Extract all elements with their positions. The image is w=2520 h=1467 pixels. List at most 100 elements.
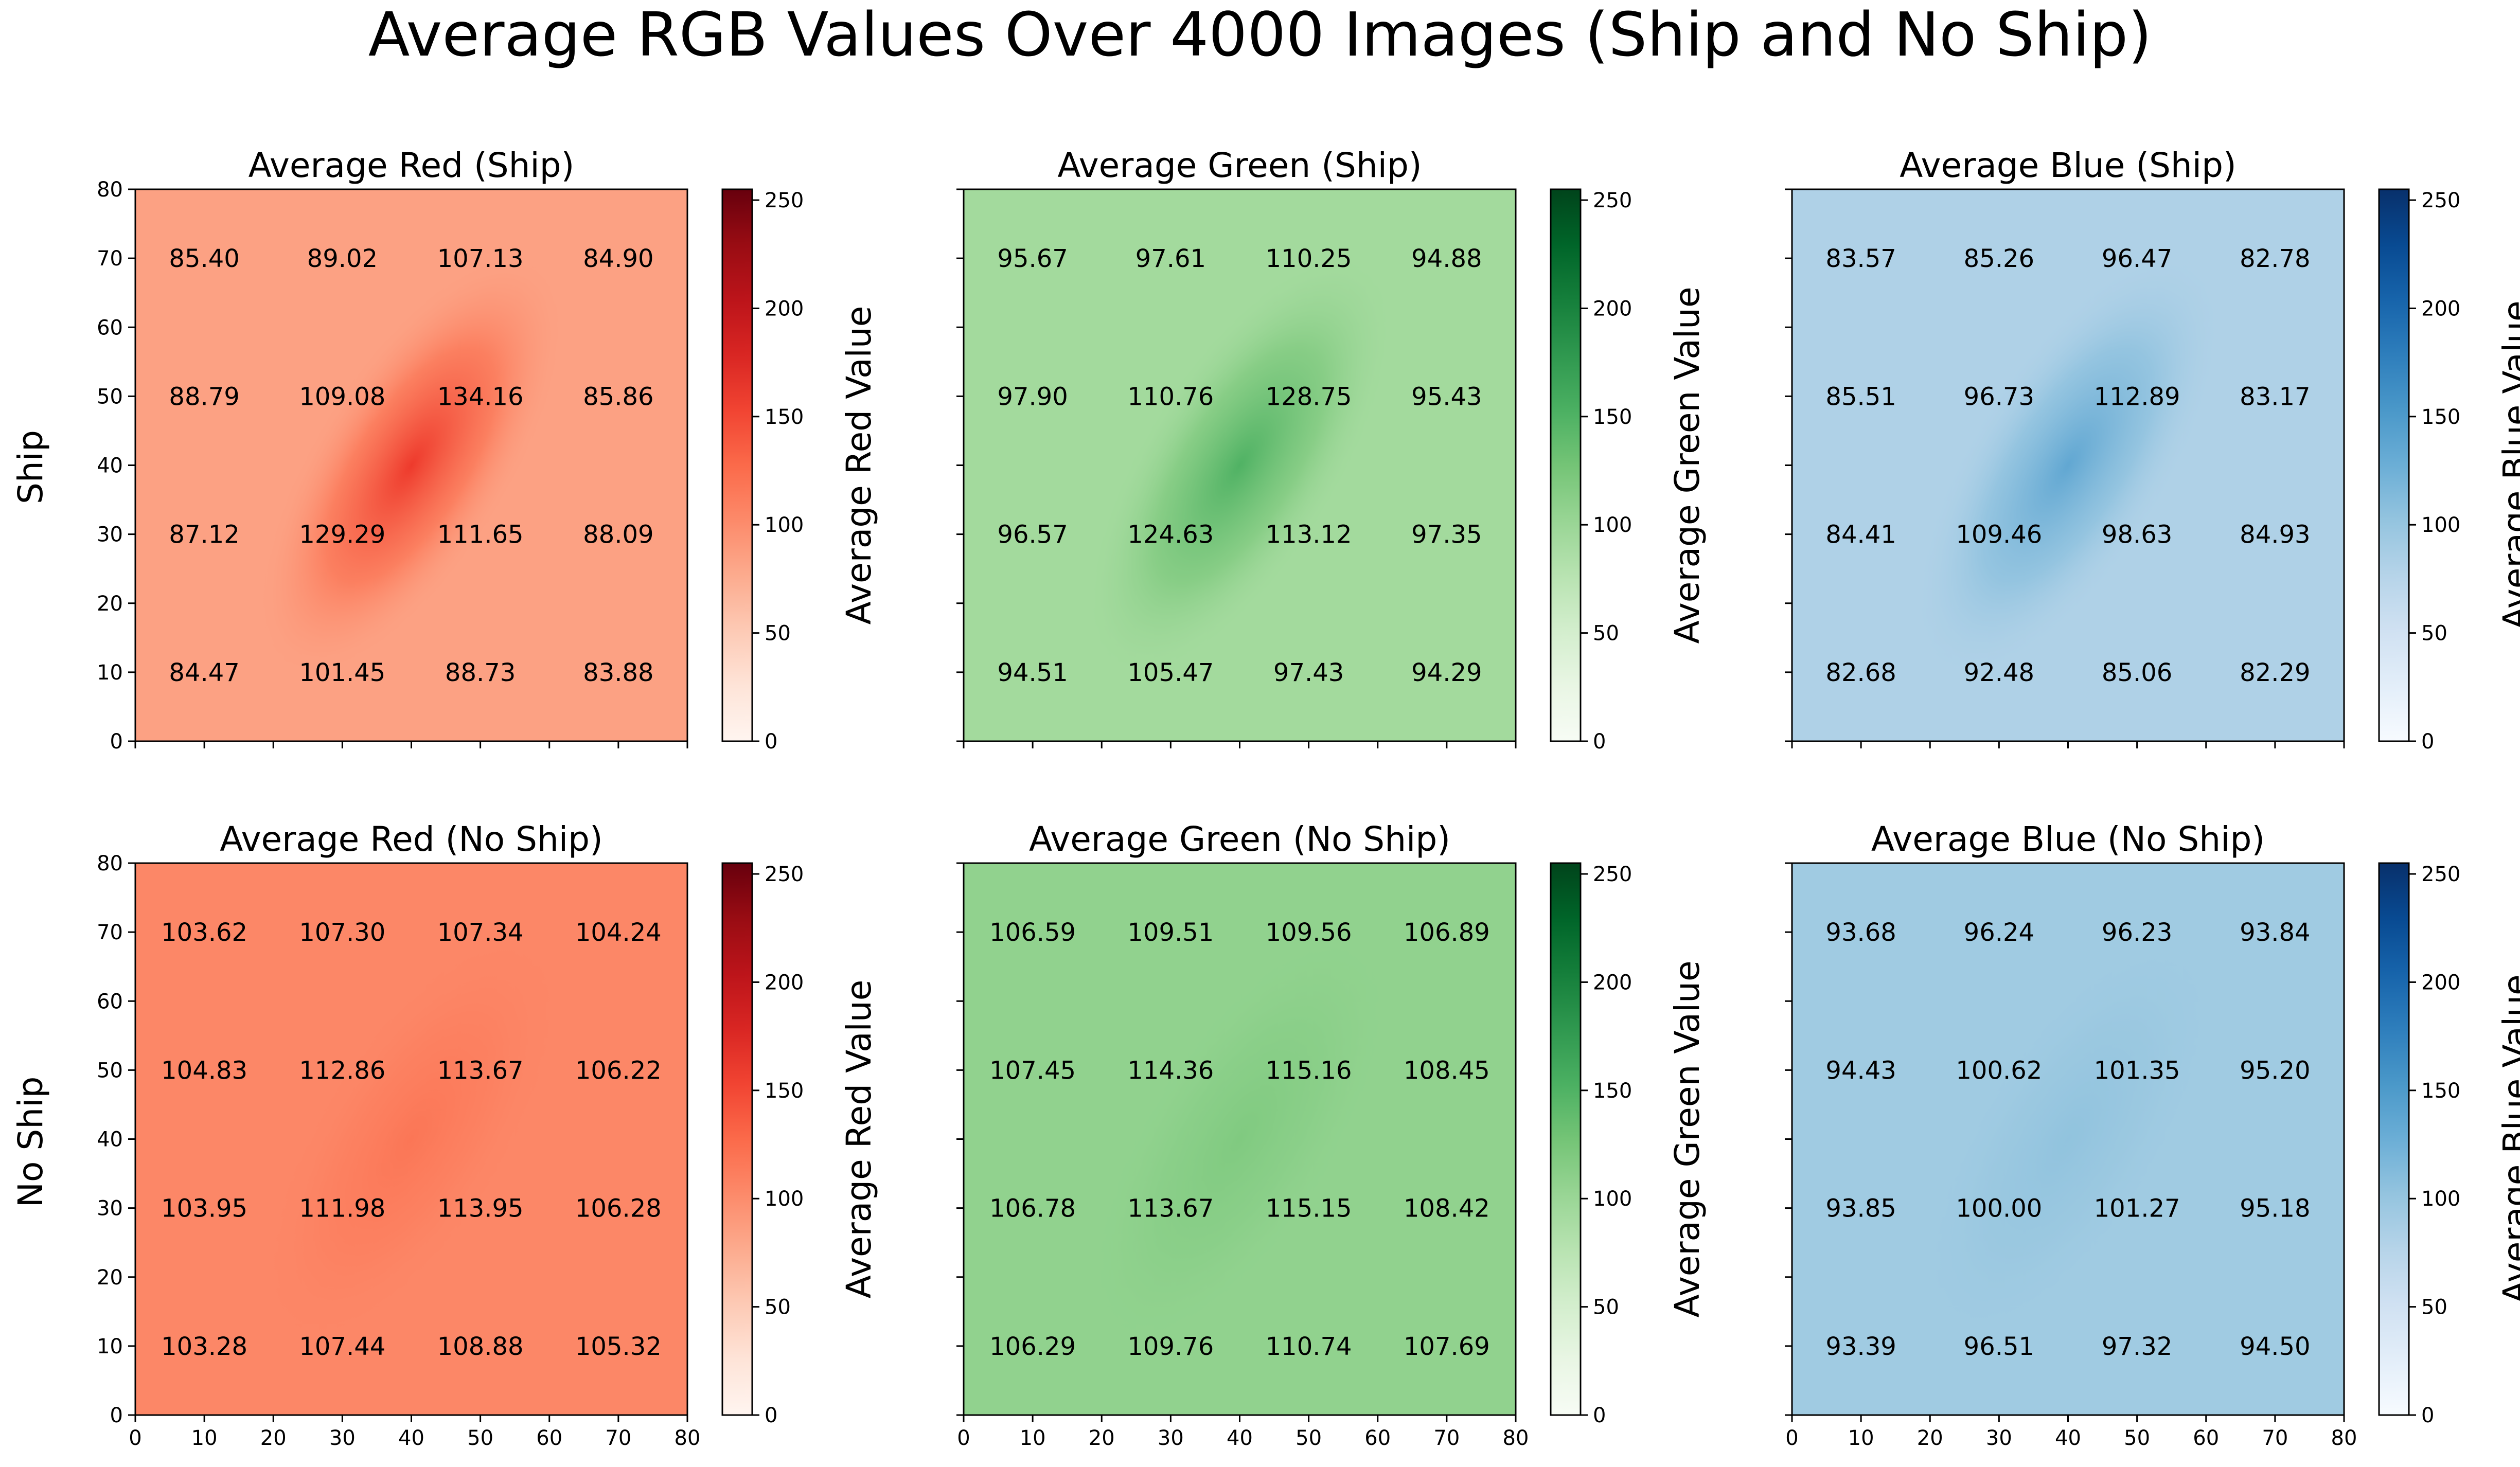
colorbar-tick-label: 250	[1593, 863, 1632, 886]
subplot-title: Average Green (Ship)	[1057, 146, 1422, 185]
row-label-no-ship: No Ship	[11, 1077, 50, 1208]
colorbar-label: Average Green Value	[1667, 287, 1707, 643]
cell-value-label: 96.57	[997, 521, 1068, 549]
cell-value-label: 109.76	[1127, 1332, 1214, 1361]
colorbar-tick-label: 100	[765, 1187, 804, 1211]
subplot-title: Average Red (No Ship)	[220, 819, 603, 859]
x-tick-label: 70	[2262, 1426, 2288, 1450]
cell-value-label: 113.12	[1266, 521, 1352, 549]
cell-value-label: 96.51	[1964, 1332, 2034, 1361]
x-tick-label: 70	[1433, 1426, 1460, 1450]
colorbar-tick-label: 250	[765, 189, 804, 212]
colorbar-tick-label: 0	[2421, 1404, 2434, 1427]
cell-value-label: 96.24	[1964, 918, 2034, 947]
cell-value-label: 106.89	[1404, 918, 1490, 947]
cell-value-label: 97.32	[2102, 1332, 2172, 1361]
subplot-title: Average Blue (Ship)	[1900, 146, 2237, 185]
cell-value-label: 93.85	[1825, 1194, 1896, 1223]
heatmap-panel-2: Average Green (Ship) 94.51 105.47 97.43 94.2…	[956, 146, 1707, 754]
heatmap-panel-3: Average Blue (Ship) 82.68 92.48 85.06 82.29 8…	[1785, 146, 2520, 754]
y-tick-label: 20	[97, 592, 123, 616]
cell-value-label: 106.29	[989, 1332, 1076, 1361]
colorbar	[2378, 862, 2410, 1416]
cell-value-label: 108.88	[437, 1332, 524, 1361]
y-tick-label: 40	[97, 1128, 123, 1152]
cell-value-label: 129.29	[299, 521, 385, 549]
colorbar	[1550, 188, 1582, 742]
cell-value-label: 95.43	[1411, 382, 1482, 411]
x-tick-label: 50	[467, 1426, 493, 1450]
cell-value-label: 105.32	[575, 1332, 662, 1361]
colorbar-tick-label: 100	[765, 513, 804, 537]
heatmap-panel-6: Average Blue (No Ship) 0 10 20 30 40 50 60 70 80 9…	[1785, 819, 2520, 1450]
colorbar-tick-label: 250	[2421, 189, 2460, 212]
cell-value-label: 112.89	[2094, 382, 2180, 411]
cell-value-label: 107.44	[299, 1332, 385, 1361]
colorbar-tick-label: 50	[1593, 622, 1619, 646]
cell-value-label: 85.86	[583, 382, 653, 411]
cell-value-label: 100.00	[1956, 1194, 2042, 1223]
cell-value-label: 83.17	[2240, 382, 2310, 411]
cell-value-label: 82.68	[1825, 658, 1896, 687]
cell-value-label: 97.43	[1273, 658, 1344, 687]
colorbar	[721, 862, 753, 1416]
x-tick-label: 30	[1158, 1426, 1184, 1450]
cell-value-label: 101.45	[299, 658, 385, 687]
cell-value-label: 110.76	[1127, 382, 1214, 411]
cell-value-label: 112.86	[299, 1056, 385, 1085]
cell-value-label: 82.78	[2240, 244, 2310, 273]
cell-value-label: 83.88	[583, 658, 653, 687]
cell-value-label: 110.25	[1266, 244, 1352, 273]
cell-value-label: 97.61	[1135, 244, 1206, 273]
cell-value-label: 96.23	[2102, 918, 2172, 947]
y-tick-label: 40	[97, 454, 123, 478]
x-tick-label: 50	[2124, 1426, 2150, 1450]
cell-value-label: 88.73	[445, 658, 516, 687]
cell-value-label: 128.75	[1266, 382, 1352, 411]
x-tick-label: 0	[1785, 1426, 1798, 1450]
cell-value-label: 106.59	[989, 918, 1076, 947]
x-tick-label: 20	[1917, 1426, 1943, 1450]
y-tick-label: 30	[97, 1197, 123, 1221]
cell-value-label: 98.63	[2102, 521, 2172, 549]
cell-value-label: 83.57	[1825, 244, 1896, 273]
cell-value-label: 103.62	[161, 918, 247, 947]
cell-value-label: 109.56	[1266, 918, 1352, 947]
cell-value-label: 107.34	[437, 918, 524, 947]
cell-value-label: 115.16	[1266, 1056, 1352, 1085]
colorbar	[1550, 862, 1582, 1416]
colorbar-tick-label: 200	[2421, 297, 2460, 320]
cell-value-label: 93.84	[2240, 918, 2310, 947]
y-tick-label: 60	[97, 316, 123, 339]
colorbar-tick-label: 250	[765, 863, 804, 886]
y-tick-label: 10	[97, 1335, 123, 1358]
cell-value-label: 94.29	[1411, 658, 1482, 687]
cell-value-label: 94.43	[1825, 1056, 1896, 1085]
cell-value-label: 82.29	[2240, 658, 2310, 687]
cell-value-label: 85.06	[2102, 658, 2172, 687]
cell-value-label: 101.35	[2094, 1056, 2180, 1085]
x-tick-label: 10	[1020, 1426, 1046, 1450]
cell-value-label: 104.24	[575, 918, 662, 947]
cell-value-label: 104.83	[161, 1056, 247, 1085]
heatmap-panel-5: Average Green (No Ship) 0 10 20 30 40 50 60 70 80…	[956, 819, 1707, 1450]
cell-value-label: 108.45	[1404, 1056, 1490, 1085]
x-tick-label: 10	[1848, 1426, 1874, 1450]
colorbar-tick-label: 150	[2421, 405, 2460, 429]
cell-value-label: 94.50	[2240, 1332, 2310, 1361]
colorbar-tick-label: 0	[1593, 1404, 1606, 1427]
y-tick-label: 20	[97, 1266, 123, 1290]
row-label-ship: Ship	[11, 430, 50, 504]
cell-value-label: 97.35	[1411, 521, 1482, 549]
y-tick-label: 50	[97, 1059, 123, 1082]
heatmap-intensity-blob	[257, 253, 565, 678]
x-tick-label: 60	[536, 1426, 562, 1450]
colorbar-label: Average Green Value	[1667, 960, 1707, 1317]
figure-title: Average RGB Values Over 4000 Images (Shi…	[368, 0, 2152, 70]
cell-value-label: 111.98	[299, 1194, 385, 1223]
colorbar-label: Average Blue Value	[2496, 300, 2520, 630]
colorbar-tick-label: 0	[1593, 730, 1606, 754]
cell-value-label: 103.28	[161, 1332, 247, 1361]
y-tick-label: 60	[97, 990, 123, 1013]
